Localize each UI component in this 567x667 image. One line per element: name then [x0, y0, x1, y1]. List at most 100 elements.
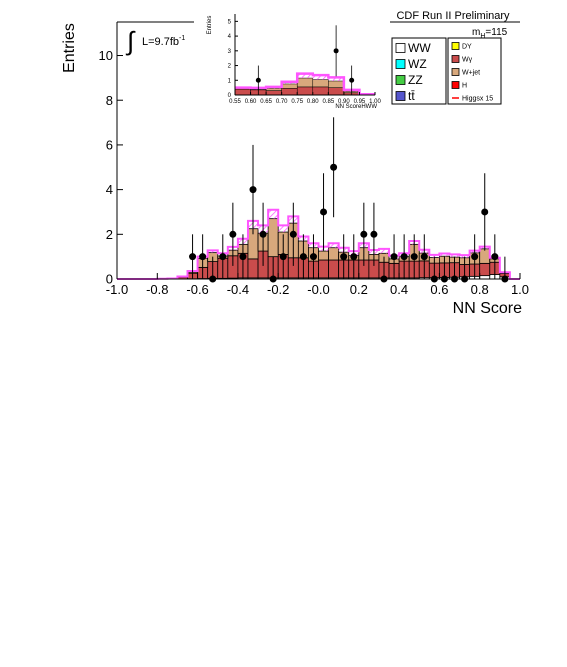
x-tick-label: -0.6 — [186, 282, 208, 297]
main-axes: -1.0 -0.8 -0.6 -0.4 -0.2 -0.0 0.2 0.4 0.6 0.8 1.00… — [99, 22, 529, 297]
signal-bar — [429, 254, 440, 258]
x-tick-label: 0.95 — [354, 99, 366, 105]
x-tick-label: 0.55 — [229, 99, 241, 105]
data-point — [471, 253, 479, 261]
data-point — [199, 253, 207, 261]
x-tick-label: 0.8 — [471, 282, 489, 297]
data-point — [229, 230, 237, 238]
legend-label: Wγ — [462, 56, 473, 63]
data-point — [299, 253, 307, 261]
legend-swatch — [395, 91, 406, 101]
x-tick-label: 0.80 — [307, 99, 319, 105]
stack-bar — [312, 86, 329, 96]
legend-label: W+jet — [462, 69, 480, 76]
y-tick-label: 6 — [106, 137, 113, 152]
stack-bar — [234, 88, 251, 96]
lumi-integral: ∫ — [125, 26, 136, 56]
legend-swatch — [451, 68, 460, 76]
y-tick-label: 0 — [106, 272, 113, 287]
main-xlabel: NN Score — [453, 300, 522, 317]
data-point — [481, 208, 489, 216]
y-tick-label: 8 — [106, 93, 113, 108]
x-tick-label: 0.65 — [260, 99, 272, 105]
signal-bar — [378, 248, 390, 254]
legend-label: H — [462, 82, 467, 89]
y-tick-label: 0 — [228, 93, 232, 99]
y-tick-label: 2 — [106, 227, 113, 242]
inset-plot: 0.55 0.60 0.65 0.70 0.75 0.80 0.85 0.90 0.95 1.00… — [205, 8, 385, 110]
x-tick-label: -0.0 — [307, 282, 329, 297]
y-tick-label: 5 — [228, 19, 232, 25]
legend-label: ZZ — [408, 73, 423, 87]
signal-bar — [297, 73, 313, 79]
y-tick-label: 4 — [106, 182, 113, 197]
signal-line — [235, 72, 375, 96]
data-point — [420, 253, 428, 261]
data-point — [279, 253, 287, 261]
x-tick-label: -0.2 — [267, 282, 289, 297]
y-tick-label: 1 — [228, 78, 232, 84]
stack-bar — [479, 248, 491, 264]
legend-col1: WW WZ ZZ tt̄ — [395, 41, 431, 103]
stack-bar — [318, 250, 329, 261]
stack-bar — [267, 218, 279, 258]
signal-bar — [312, 75, 329, 80]
stack-bar — [281, 83, 298, 89]
x-tick-label: 0.90 — [338, 99, 350, 105]
x-tick-label: 0.85 — [322, 99, 334, 105]
lumi-label: L=9.7fb-1 — [142, 35, 185, 48]
data-point — [491, 253, 499, 261]
legend-swatch — [451, 55, 460, 63]
x-tick-label: 1.00 — [369, 99, 381, 105]
data-point — [249, 186, 257, 194]
data-point — [360, 230, 368, 238]
legend-label: DY — [462, 43, 472, 50]
legend-swatch — [451, 42, 460, 50]
data-point — [259, 230, 267, 238]
data-point — [309, 253, 317, 261]
stack-bar — [328, 87, 345, 96]
signal-bar — [207, 250, 218, 253]
data-point — [400, 253, 408, 261]
signal-bar — [449, 254, 460, 258]
legend-swatch — [395, 43, 406, 53]
data-point — [255, 77, 261, 83]
data-point — [410, 253, 418, 261]
stack-bar — [328, 80, 345, 88]
signal-bar — [328, 77, 344, 82]
data-point — [350, 253, 358, 261]
header-title: CDF Run II Preliminary — [396, 10, 510, 22]
stack-bar — [479, 262, 491, 277]
legend-swatch — [451, 81, 460, 89]
legend-label: WZ — [408, 57, 427, 71]
x-tick-label: -0.8 — [146, 282, 168, 297]
y-tick-label: 4 — [228, 34, 232, 40]
legend-label: Higgsx 15 — [462, 95, 493, 102]
stack-bar — [281, 88, 298, 96]
main-plot: -1.0 -0.8 -0.6 -0.4 -0.2 -0.0 0.2 0.4 0.6 0.8 1.00… — [61, 21, 529, 317]
data-point — [340, 253, 348, 261]
stack-bar — [247, 258, 259, 279]
y-tick-label: 10 — [99, 48, 113, 63]
mass-label: mH=115 — [472, 27, 508, 40]
signal-line — [117, 208, 520, 280]
legend-label: WW — [408, 41, 431, 55]
legend-swatch — [395, 75, 406, 85]
y-tick-label: 3 — [228, 49, 232, 55]
data-point — [370, 230, 378, 238]
data-point — [219, 253, 227, 261]
stack-bar — [265, 88, 282, 91]
y-tick-label: 2 — [228, 64, 232, 70]
x-tick-label: 0.2 — [350, 282, 368, 297]
legend-label: tt̄ — [408, 89, 415, 103]
signal-bar — [278, 225, 289, 233]
x-tick-label: -0.4 — [227, 282, 249, 297]
inset-ylabel: Entries — [207, 16, 213, 35]
data-point — [390, 253, 398, 261]
stack-bar — [479, 275, 491, 280]
x-tick-label: 1.0 — [511, 282, 529, 297]
inset-xlabel: NN ScoreHWW — [335, 104, 377, 110]
inset-data-points — [255, 25, 355, 95]
stack-bar — [328, 259, 340, 279]
